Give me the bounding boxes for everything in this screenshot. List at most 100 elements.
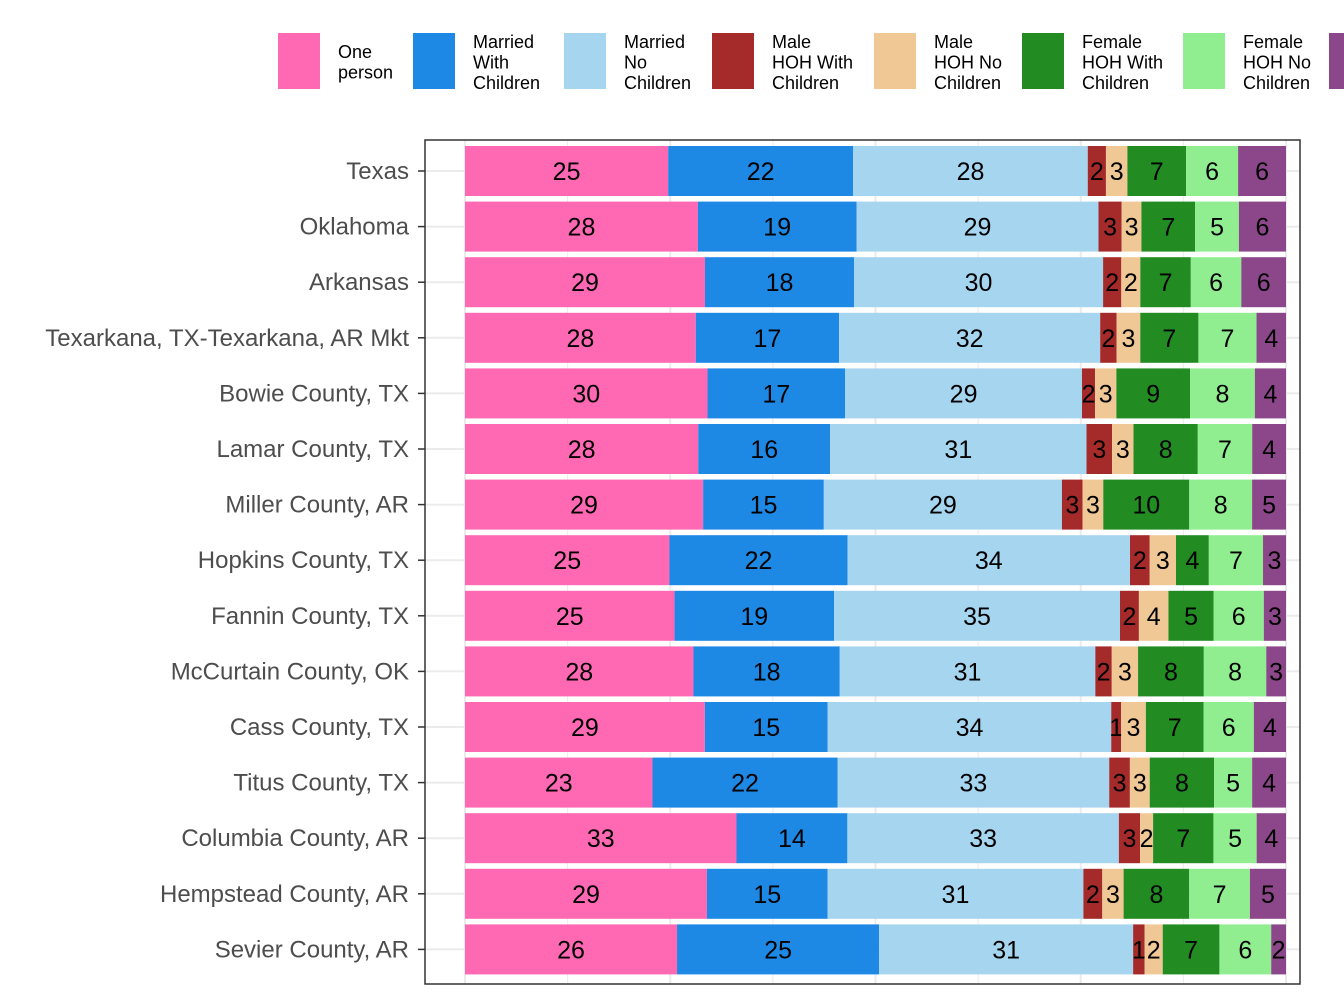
legend-swatch	[564, 33, 606, 89]
legend-label: Children	[473, 73, 540, 93]
bar-segment-male-hoh-with-children	[1098, 201, 1122, 252]
data-label: 31	[992, 936, 1020, 964]
bar-row-oklahoma: 28 19 29 3 3 7 5 6	[465, 201, 1286, 252]
data-label: 3	[1113, 770, 1127, 798]
bar-segment-married-with-children	[705, 257, 854, 308]
data-label: 2	[1097, 658, 1111, 686]
data-label: 2	[1101, 325, 1115, 353]
bar-segment-married-with-children	[704, 702, 828, 752]
bar-segment-one-person	[465, 479, 704, 530]
bar-segment-male-hoh-no-children	[1138, 590, 1169, 641]
bar-segment-married-with-children	[706, 868, 828, 919]
bar-segment-one-person	[465, 424, 699, 474]
bar-segment-married-with-children	[668, 146, 854, 196]
legend-label: HOH No	[1243, 53, 1311, 73]
data-label: 33	[587, 825, 615, 853]
bar-segment-one-person	[465, 146, 669, 196]
y-tick-label: Bowie County, TX	[219, 380, 409, 407]
bar-segment-female-hoh-with-children	[1140, 257, 1191, 308]
data-label: 26	[557, 936, 585, 964]
legend-label: One	[338, 42, 372, 62]
data-label: 6	[1255, 158, 1269, 186]
data-label: 5	[1184, 603, 1198, 631]
data-label: 2	[1082, 380, 1096, 408]
data-label: 6	[1238, 936, 1252, 964]
data-label: 6	[1205, 158, 1219, 186]
data-label: 4	[1264, 825, 1278, 853]
bar-segment-one-person	[465, 201, 698, 252]
bar-segment-one-person	[465, 590, 675, 641]
data-label: 6	[1257, 269, 1271, 297]
bar-segment-one-person	[465, 813, 737, 864]
data-label: 6	[1232, 603, 1246, 631]
bar-segment-female-hoh-no-children	[1195, 201, 1239, 252]
bar-segment-female-hoh-no-children	[1203, 646, 1267, 697]
data-label: 2	[1086, 881, 1100, 909]
bar-row-mccurtain-county-ok: 28 18 31 2 3 8 8 3	[465, 646, 1286, 697]
data-label: 3	[1106, 881, 1120, 909]
data-label: 29	[571, 269, 599, 297]
bar-segment-male-hoh-no-children	[1144, 924, 1163, 975]
bar-segment-married-with-children	[698, 424, 831, 474]
bar-segment-married-with-children	[736, 813, 848, 864]
data-label: 3	[1103, 214, 1117, 242]
bar-segment-series-8	[1271, 924, 1286, 975]
data-label: 16	[750, 436, 778, 464]
data-label: 19	[763, 214, 791, 242]
bar-segment-series-8	[1252, 424, 1286, 474]
data-label: 5	[1261, 881, 1275, 909]
bar-segment-series-8	[1263, 535, 1286, 586]
y-tick-label: Sevier County, AR	[215, 936, 409, 963]
bar-row-texarkana-tx-texarkana-ar-mkt: 28 17 32 2 3 7 7 4	[465, 312, 1286, 363]
data-label: 28	[957, 158, 985, 186]
data-label: 3	[1118, 658, 1132, 686]
data-label: 15	[750, 492, 778, 520]
bar-segment-female-hoh-with-children	[1140, 312, 1199, 363]
bar-row-hopkins-county-tx: 25 22 34 2 3 4 7 3	[465, 535, 1286, 586]
bar-segment-female-hoh-no-children	[1197, 424, 1253, 474]
y-tick-label: Lamar County, TX	[216, 436, 409, 463]
bar-segment-female-hoh-with-children	[1153, 813, 1214, 864]
bar-segment-married-no-children	[833, 590, 1120, 641]
bar-segment-male-hoh-with-children	[1100, 312, 1117, 363]
data-label: 18	[753, 658, 781, 686]
bar-segment-female-hoh-no-children	[1203, 702, 1254, 752]
data-label: 28	[567, 325, 595, 353]
data-label: 18	[766, 269, 794, 297]
data-label: 29	[570, 492, 598, 520]
data-label: 3	[1268, 603, 1282, 631]
data-label: 4	[1262, 770, 1276, 798]
data-label: 2	[1272, 936, 1286, 964]
bar-segment-male-hoh-no-children	[1121, 201, 1142, 252]
data-label: 3	[1133, 770, 1147, 798]
bar-segment-female-hoh-with-children	[1103, 479, 1190, 530]
legend-label: Children	[934, 73, 1001, 93]
legend-swatch	[278, 33, 320, 89]
data-label: 2	[1122, 603, 1136, 631]
legend: OnepersonMarriedWithChildrenMarriedNoChi…	[278, 32, 1344, 93]
data-label: 7	[1176, 825, 1190, 853]
legend-label: Married	[624, 32, 685, 52]
legend-label: Children	[624, 73, 691, 93]
bar-segment-series-8	[1256, 813, 1286, 864]
y-tick-label: McCurtain County, OK	[171, 658, 409, 685]
bar-segment-female-hoh-with-children	[1116, 368, 1191, 419]
bar-segment-female-hoh-with-children	[1127, 146, 1187, 196]
data-label: 9	[1146, 380, 1160, 408]
legend-label: person	[338, 63, 393, 83]
legend-swatch	[1022, 33, 1064, 89]
bar-segment-series-8	[1252, 757, 1286, 808]
y-tick-label: Columbia County, AR	[181, 825, 409, 852]
y-axis: Texas Oklahoma Arkansas Texarkana, TX-Texar…	[45, 158, 425, 963]
data-label: 28	[568, 214, 596, 242]
bar-segment-married-no-children	[837, 757, 1110, 808]
data-label: 5	[1210, 214, 1224, 242]
bar-segment-one-person	[465, 368, 708, 419]
bar-segment-male-hoh-no-children	[1129, 757, 1150, 808]
bar-segment-female-hoh-with-children	[1123, 868, 1190, 919]
bar-segment-series-8	[1252, 479, 1286, 530]
legend-label: HOH No	[934, 53, 1002, 73]
